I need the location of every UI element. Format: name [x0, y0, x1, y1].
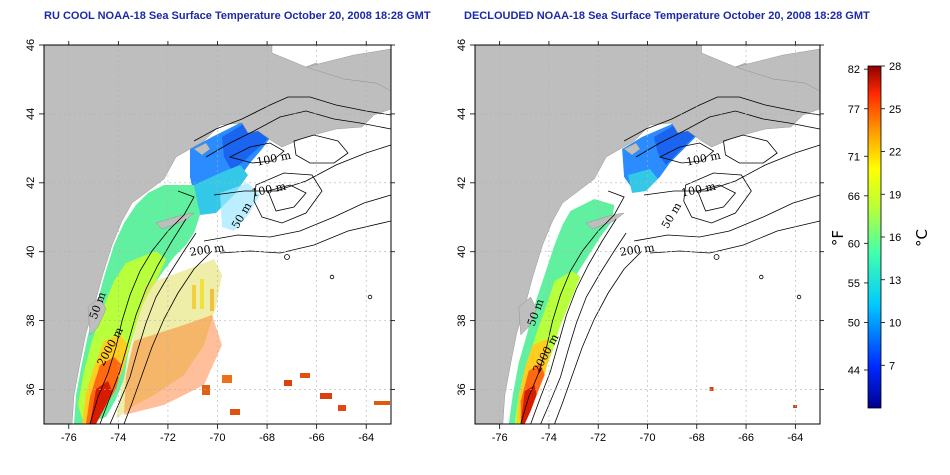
fahrenheit-tick-label: 77 [848, 104, 860, 116]
lat-tick-label: 40 [456, 246, 468, 258]
fahrenheit-tick-label: 82 [848, 64, 860, 76]
lat-tick-label: 42 [456, 177, 468, 189]
colorbar-ticks: 28 25 22 19 16 13 10 7 82 77 71 66 60 55 50 44 [848, 61, 902, 377]
celsius-tick-label: 25 [889, 104, 901, 116]
lon-tick-label: -76 [492, 432, 508, 444]
celsius-tick-label: 22 [889, 147, 901, 159]
lat-tick-label: 36 [25, 383, 37, 395]
fahrenheit-tick-label: 44 [848, 365, 860, 377]
colorbar-gradient [867, 65, 882, 409]
celsius-tick-label: 7 [889, 360, 895, 372]
lat-tick-label: 44 [456, 108, 468, 120]
right-axis-ticks: -76 -74 -72 -70 -68 -66 -64 46 44 42 40 38 36 [456, 39, 824, 444]
fahrenheit-tick-label: 60 [848, 238, 860, 250]
lon-tick-label: -64 [787, 432, 803, 444]
lon-tick-label: -72 [160, 432, 176, 444]
celsius-tick-label: 16 [889, 232, 901, 244]
lat-tick-label: 38 [25, 315, 37, 327]
right-map-title: DECLOUDED NOAA-18 Sea Surface Temperatur… [464, 10, 870, 22]
lon-tick-label: -66 [738, 432, 754, 444]
celsius-tick-label: 28 [889, 61, 901, 73]
celsius-tick-label: 10 [889, 318, 901, 330]
colorbar: 28 25 22 19 16 13 10 7 82 77 71 66 60 55 50 44 °F °C [829, 61, 931, 409]
fahrenheit-tick-label: 66 [848, 191, 860, 203]
left-grid [44, 45, 391, 424]
contour-label-m200: 200 m [619, 241, 656, 259]
lon-tick-label: -66 [309, 432, 325, 444]
lon-tick-label: -74 [110, 432, 126, 444]
lon-tick-label: -76 [61, 432, 77, 444]
lon-tick-label: -68 [259, 432, 275, 444]
left-axis-ticks: -76 -74 -72 -70 -68 -66 -64 46 44 42 40 38 36 [25, 39, 395, 444]
lon-tick-label: -72 [590, 432, 606, 444]
lon-tick-label: -70 [640, 432, 656, 444]
contour-label-m200: 200 m [189, 241, 226, 259]
fahrenheit-tick-label: 55 [848, 278, 860, 290]
celsius-unit-label: °C [913, 229, 931, 247]
lat-tick-label: 36 [456, 383, 468, 395]
right-grid [475, 45, 820, 424]
lon-tick-label: -64 [358, 432, 374, 444]
lat-tick-label: 46 [456, 39, 468, 51]
lat-tick-label: 40 [25, 246, 37, 258]
fahrenheit-unit-label: °F [829, 230, 847, 246]
lat-tick-label: 44 [25, 108, 37, 120]
fahrenheit-tick-label: 71 [848, 151, 860, 163]
lon-tick-label: -70 [210, 432, 226, 444]
left-map-title: RU COOL NOAA-18 Sea Surface Temperature … [44, 10, 431, 22]
lat-tick-label: 46 [25, 39, 37, 51]
celsius-tick-label: 13 [889, 275, 901, 287]
lat-tick-label: 42 [25, 177, 37, 189]
lat-tick-label: 38 [456, 315, 468, 327]
fahrenheit-tick-label: 50 [848, 318, 860, 330]
lon-tick-label: -74 [541, 432, 557, 444]
celsius-tick-label: 19 [889, 189, 901, 201]
lon-tick-label: -68 [689, 432, 705, 444]
